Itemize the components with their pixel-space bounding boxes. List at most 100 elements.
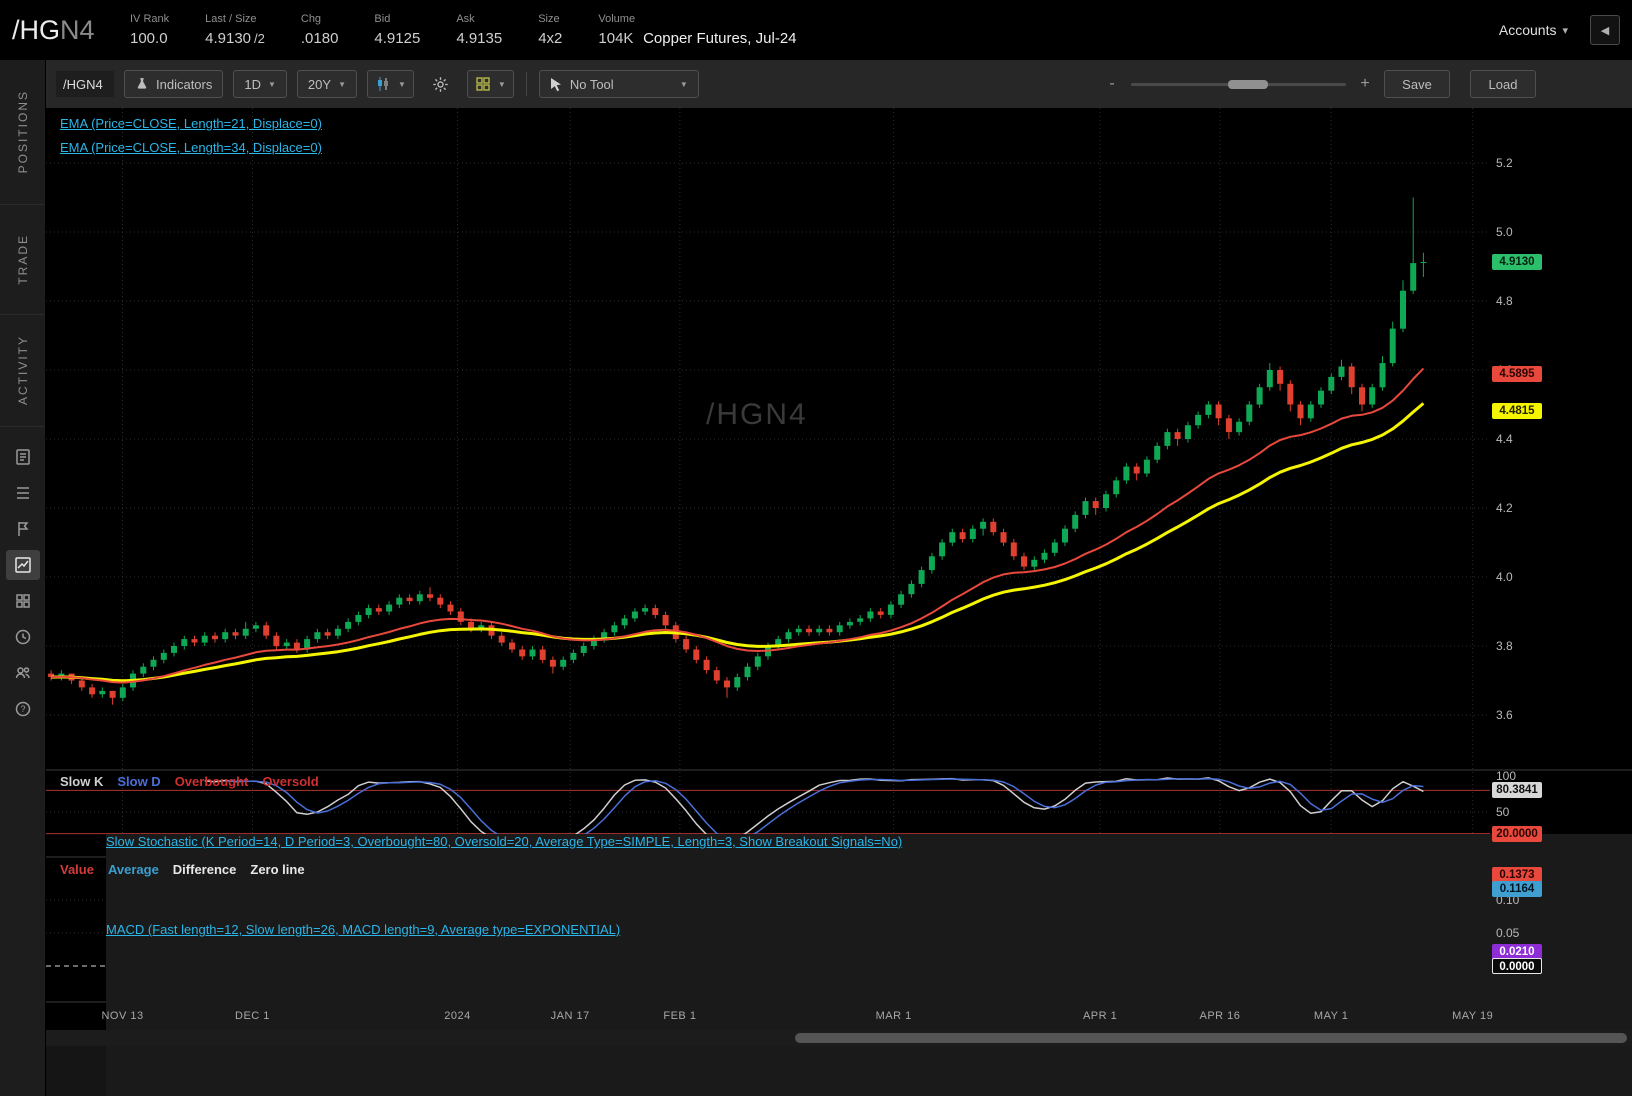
app-window: /HG N4 IV Rank 100.0 Last / Size 4.9130/… bbox=[0, 0, 1632, 1096]
axis-tick: 0.05 bbox=[1496, 926, 1519, 940]
axis-value-bubble: 4.5895 bbox=[1492, 366, 1542, 382]
grid-layout-dropdown[interactable]: ▼ bbox=[467, 70, 514, 98]
apps-grid-icon[interactable] bbox=[6, 586, 40, 616]
axis-tick: 3.6 bbox=[1496, 708, 1513, 722]
accounts-button[interactable]: Accounts ▾ bbox=[1493, 21, 1574, 39]
last-size: /2 bbox=[254, 31, 265, 46]
stochastic-legend: Slow Stochastic (K Period=14, D Period=3… bbox=[60, 774, 319, 789]
axis-value-bubble: 80.3841 bbox=[1492, 782, 1542, 798]
axis-value-bubble: 0.0000 bbox=[1492, 958, 1542, 974]
load-button[interactable]: Load bbox=[1470, 70, 1536, 98]
chart-region[interactable]: /HGN4 EMA (Price=CLOSE, Length=21, Displ… bbox=[46, 108, 1632, 1096]
save-button[interactable]: Save bbox=[1384, 70, 1450, 98]
time-axis-label: MAR 1 bbox=[876, 1010, 912, 1022]
legend-oversold: Oversold bbox=[262, 774, 318, 789]
legend-difference: Difference bbox=[173, 862, 237, 877]
left-sidebar: POSITIONS TRADE ACTIVITY bbox=[0, 60, 46, 1096]
price-axis[interactable]: 5.25.04.84.64.44.24.03.83.6100500.100.05… bbox=[1492, 108, 1632, 1003]
axis-tick: 4.2 bbox=[1496, 501, 1513, 515]
orders-flag-icon[interactable] bbox=[6, 514, 40, 544]
scrollbar-thumb[interactable] bbox=[795, 1033, 1627, 1043]
axis-tick: 4.0 bbox=[1496, 570, 1513, 584]
collapse-arrow-icon: ◀ bbox=[1601, 24, 1609, 37]
field-size: Size 4x2 bbox=[538, 13, 562, 47]
caret-icon: ▼ bbox=[338, 80, 346, 89]
horizontal-scrollbar[interactable] bbox=[46, 1030, 1632, 1046]
time-axis-label: 2024 bbox=[444, 1010, 470, 1022]
field-volume: Volume 104K bbox=[598, 13, 635, 47]
indicators-button[interactable]: Indicators bbox=[124, 70, 223, 98]
field-last-size: Last / Size 4.9130/2 bbox=[205, 13, 265, 47]
field-iv-rank: IV Rank 100.0 bbox=[130, 13, 169, 47]
zoom-out-button[interactable]: - bbox=[1105, 75, 1119, 93]
caret-icon: ▼ bbox=[398, 80, 406, 89]
help-icon[interactable]: ? bbox=[6, 694, 40, 724]
community-people-icon[interactable] bbox=[6, 658, 40, 688]
chevron-down-icon: ▾ bbox=[1562, 24, 1568, 37]
sidebar-tab-activity[interactable]: ACTIVITY bbox=[0, 315, 45, 427]
time-axis: NOV 13DEC 12024JAN 17FEB 1MAR 1APR 1APR … bbox=[46, 1003, 1632, 1030]
last-price: 4.9130 bbox=[205, 30, 251, 47]
zoom-slider-thumb[interactable] bbox=[1228, 80, 1268, 89]
legend-zero-line: Zero line bbox=[250, 862, 304, 877]
axis-tick: 5.2 bbox=[1496, 156, 1513, 170]
zoom-slider[interactable] bbox=[1131, 83, 1346, 86]
toolbar-right-group: - + Save Load bbox=[1105, 70, 1622, 98]
ema34-legend[interactable]: EMA (Price=CLOSE, Length=34, Displace=0) bbox=[60, 140, 322, 155]
time-axis-label: JAN 17 bbox=[551, 1010, 590, 1022]
caret-icon: ▼ bbox=[268, 80, 276, 89]
quote-fields: IV Rank 100.0 Last / Size 4.9130/2 Chg .… bbox=[130, 13, 635, 47]
field-ask: Ask 4.9135 bbox=[456, 13, 502, 47]
symbol-input[interactable] bbox=[56, 71, 114, 97]
axis-tick: 50 bbox=[1496, 805, 1509, 819]
time-axis-label: APR 16 bbox=[1200, 1010, 1241, 1022]
chart-style-dropdown[interactable]: ▼ bbox=[367, 70, 414, 98]
symbol-root: /HG bbox=[12, 15, 60, 46]
axis-value-bubble: 4.9130 bbox=[1492, 254, 1542, 270]
drawing-tool-dropdown[interactable]: No Tool ▼ bbox=[539, 70, 699, 98]
field-chg: Chg .0180 bbox=[301, 13, 339, 47]
time-axis-label: MAY 19 bbox=[1452, 1010, 1493, 1022]
chart-toolbar: Indicators 1D ▼ 20Y ▼ ▼ ▼ bbox=[46, 60, 1632, 108]
time-axis-label: NOV 13 bbox=[101, 1010, 143, 1022]
sidebar-icon-column: ? bbox=[0, 439, 45, 727]
settings-gear-button[interactable] bbox=[424, 70, 457, 98]
candlestick-icon bbox=[375, 76, 391, 92]
cursor-icon bbox=[550, 77, 563, 92]
legend-slow-d: Slow D bbox=[117, 774, 160, 789]
zoom-in-button[interactable]: + bbox=[1358, 75, 1372, 93]
sidebar-tab-positions[interactable]: POSITIONS bbox=[0, 60, 45, 205]
sidebar-tab-trade[interactable]: TRADE bbox=[0, 205, 45, 315]
instrument-description: Copper Futures, Jul-24 bbox=[643, 13, 796, 47]
indicators-flask-icon bbox=[135, 77, 149, 91]
axis-tick: 4.8 bbox=[1496, 294, 1513, 308]
watchlist-icon[interactable] bbox=[6, 478, 40, 508]
time-axis-label: DEC 1 bbox=[235, 1010, 270, 1022]
chart-gadget: Indicators 1D ▼ 20Y ▼ ▼ ▼ bbox=[46, 60, 1632, 1096]
ema21-legend[interactable]: EMA (Price=CLOSE, Length=21, Displace=0) bbox=[60, 116, 322, 131]
axis-value-bubble: 4.4815 bbox=[1492, 403, 1542, 419]
report-icon[interactable] bbox=[6, 442, 40, 472]
collapse-panel-button[interactable]: ◀ bbox=[1590, 15, 1620, 45]
legend-overbought: Overbought bbox=[175, 774, 249, 789]
range-dropdown[interactable]: 20Y ▼ bbox=[297, 70, 357, 98]
header-right-group: Accounts ▾ ◀ bbox=[1493, 15, 1620, 45]
toolbar-separator bbox=[526, 72, 527, 96]
charts-icon[interactable] bbox=[6, 550, 40, 580]
legend-slow-k: Slow K bbox=[60, 774, 103, 789]
axis-tick: 5.0 bbox=[1496, 225, 1513, 239]
axis-tick: 100 bbox=[1496, 769, 1516, 783]
axis-value-bubble: 0.1164 bbox=[1492, 881, 1542, 897]
time-axis-label: FEB 1 bbox=[663, 1010, 696, 1022]
symbol-month: N4 bbox=[60, 15, 95, 46]
legend-value: Value bbox=[60, 862, 94, 877]
caret-icon: ▼ bbox=[498, 80, 506, 89]
history-clock-icon[interactable] bbox=[6, 622, 40, 652]
header-symbol: /HG N4 bbox=[12, 15, 130, 46]
axis-value-bubble: 20.0000 bbox=[1492, 826, 1542, 842]
aggregation-dropdown[interactable]: 1D ▼ bbox=[233, 70, 287, 98]
legend-average: Average bbox=[108, 862, 159, 877]
quote-header: /HG N4 IV Rank 100.0 Last / Size 4.9130/… bbox=[0, 0, 1632, 60]
macd-legend: MACD (Fast length=12, Slow length=26, MA… bbox=[60, 862, 305, 877]
gear-icon bbox=[432, 76, 449, 93]
